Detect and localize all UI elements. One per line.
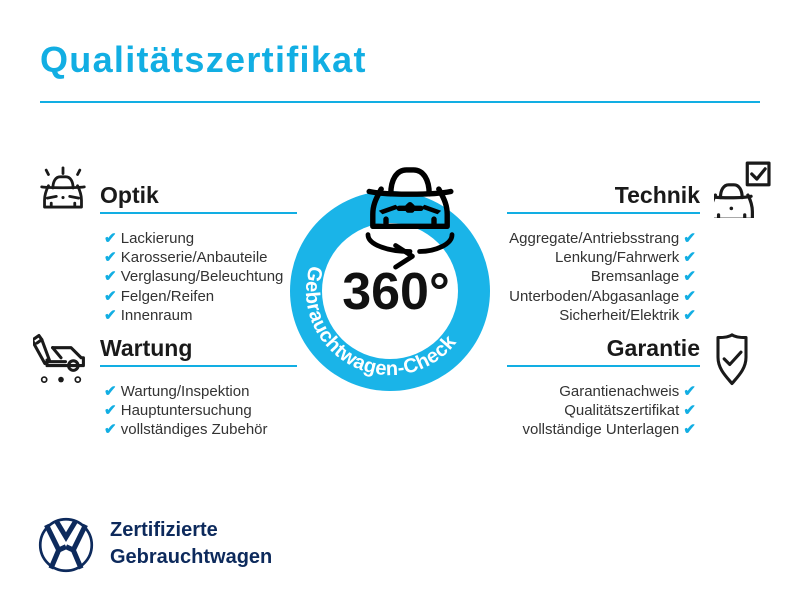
svg-text:Gebrauchtwagen-Check: Gebrauchtwagen-Check	[301, 264, 461, 380]
